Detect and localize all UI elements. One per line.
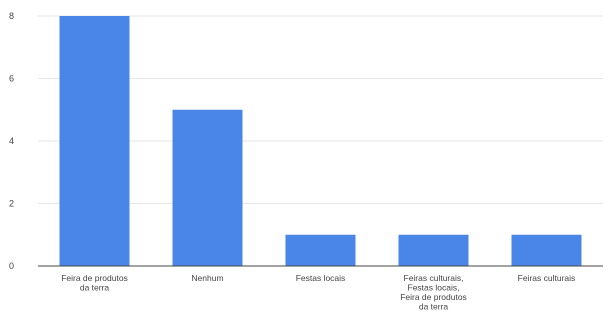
x-category-label-line: Festas locais, [408,283,460,293]
y-tick-label: 6 [9,74,14,84]
x-category-label-line: da terra [80,283,110,293]
gridlines [38,15,603,204]
bars [59,16,582,266]
bar [59,16,130,266]
y-tick-label: 0 [9,261,14,271]
x-category-label: Festas locais [296,273,346,283]
x-category-label-line: Feira de produtos [400,292,467,302]
bar [511,234,582,266]
y-axis-ticks: 0 2 4 6 8 [9,11,14,271]
y-tick-label: 8 [9,11,14,21]
x-category-label-line: Feiras culturais [518,273,576,283]
x-category-label-line: Nenhum [191,273,223,283]
y-tick-label: 4 [9,136,14,146]
x-category-label: Feiras culturais [518,273,576,283]
x-category-label: Feira de produtos da terra [61,273,128,293]
bar [285,234,356,266]
x-category-label-line: da terra [419,302,449,312]
x-category-label-line: Feira de produtos [61,273,128,283]
x-category-label: Nenhum [191,273,223,283]
bar [398,234,469,266]
y-tick-label: 2 [9,199,14,209]
x-category-label: Feiras culturais, Festas locais, Feira de … [400,273,467,312]
bar [172,109,243,266]
x-category-label-line: Feiras culturais, [404,273,464,283]
x-category-label-line: Festas locais [296,273,346,283]
